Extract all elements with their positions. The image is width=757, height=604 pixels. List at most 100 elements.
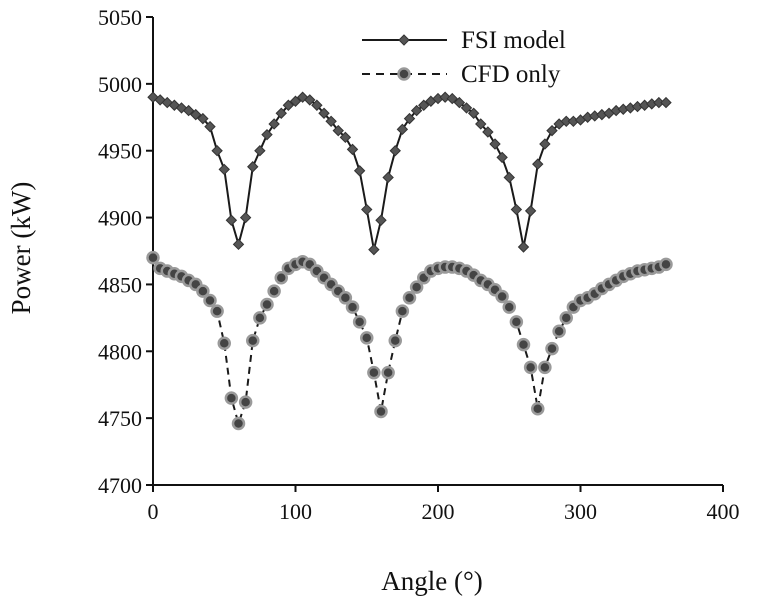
data-point [510, 203, 523, 216]
data-point [318, 107, 330, 119]
data-point [659, 257, 673, 272]
data-point [467, 107, 480, 119]
data-point [224, 391, 239, 405]
legend-item: FSI model [362, 27, 566, 54]
data-point [509, 315, 524, 329]
data-point [361, 203, 373, 216]
data-point [247, 161, 259, 173]
data-point [524, 205, 537, 217]
data-point [268, 118, 280, 130]
data-point [352, 315, 367, 329]
data-point [546, 124, 558, 137]
data-point [289, 95, 302, 107]
legend-item: CFD only [362, 61, 561, 88]
data-point [182, 104, 195, 117]
data-point [368, 243, 380, 256]
data-point [502, 300, 516, 314]
data-point [232, 238, 245, 251]
data-point [197, 112, 209, 125]
data-point [211, 145, 223, 157]
data-point [381, 365, 395, 380]
data-point [146, 250, 160, 265]
data-point [388, 333, 402, 348]
data-point [238, 395, 253, 409]
legend: FSI model CFD only [362, 27, 566, 88]
x-ticks: 0 100 200 300 400 [148, 485, 740, 524]
y-tick-label: 4750 [98, 406, 142, 431]
data-point [282, 99, 295, 111]
data-point [523, 360, 538, 375]
data-point [196, 284, 210, 298]
data-point [660, 96, 672, 109]
data-point [332, 124, 344, 137]
x-tick-label: 100 [279, 499, 312, 524]
data-point [532, 158, 544, 170]
data-point [538, 360, 552, 375]
data-point [254, 145, 266, 157]
data-point [503, 171, 515, 184]
y-tick-label: 4900 [98, 206, 142, 231]
data-point [531, 402, 545, 416]
y-ticks: 4700 4750 4800 4850 4900 4950 5000 5050 [98, 5, 153, 498]
data-point [482, 126, 494, 138]
data-point [275, 107, 287, 119]
data-point [246, 333, 260, 348]
data-point [253, 311, 267, 325]
data-point [204, 120, 216, 133]
data-point [353, 165, 366, 177]
data-point [460, 102, 473, 114]
data-point [410, 104, 423, 117]
data-point [325, 115, 337, 128]
data-point [210, 304, 224, 318]
y-tick-label: 4700 [98, 473, 142, 498]
data-point [409, 280, 424, 294]
legend-marker [397, 67, 411, 81]
data-point [274, 270, 288, 285]
data-point [418, 99, 430, 111]
series-layer [146, 91, 673, 431]
y-tick-label: 5000 [98, 72, 142, 97]
x-tick-label: 300 [564, 499, 597, 524]
data-point [304, 94, 316, 106]
series-0 [147, 91, 672, 256]
data-point [261, 128, 273, 141]
data-point [517, 241, 530, 253]
data-point [260, 297, 274, 312]
data-point [389, 145, 401, 157]
data-point [225, 214, 238, 226]
data-point [446, 92, 458, 105]
x-tick-label: 200 [422, 499, 455, 524]
y-tick-label: 4800 [98, 339, 142, 364]
data-point [190, 108, 202, 121]
data-point [545, 341, 559, 356]
data-point [516, 337, 531, 352]
y-axis-title: Power (kW) [6, 182, 36, 315]
data-point [495, 289, 509, 304]
x-axis-title: Angle (°) [381, 566, 483, 596]
data-point [231, 416, 246, 431]
data-point [267, 284, 281, 298]
y-tick-label: 4950 [98, 139, 142, 164]
legend-label: FSI model [461, 27, 566, 54]
data-point [360, 331, 374, 345]
data-point [496, 151, 508, 164]
series-1 [146, 250, 673, 431]
x-tick-label: 0 [148, 499, 159, 524]
data-point [367, 365, 381, 380]
data-point [396, 123, 409, 136]
data-point [346, 143, 359, 156]
data-point [239, 211, 252, 224]
data-point [218, 163, 230, 176]
data-point [345, 300, 360, 314]
y-tick-label: 5050 [98, 5, 142, 30]
data-point [559, 311, 573, 325]
data-point [439, 91, 451, 103]
data-point [489, 138, 501, 150]
data-point [403, 112, 416, 125]
data-point [374, 404, 388, 419]
data-point [217, 336, 231, 351]
data-point [338, 291, 353, 305]
x-tick-label: 400 [707, 499, 740, 524]
legend-label: CFD only [461, 61, 561, 88]
